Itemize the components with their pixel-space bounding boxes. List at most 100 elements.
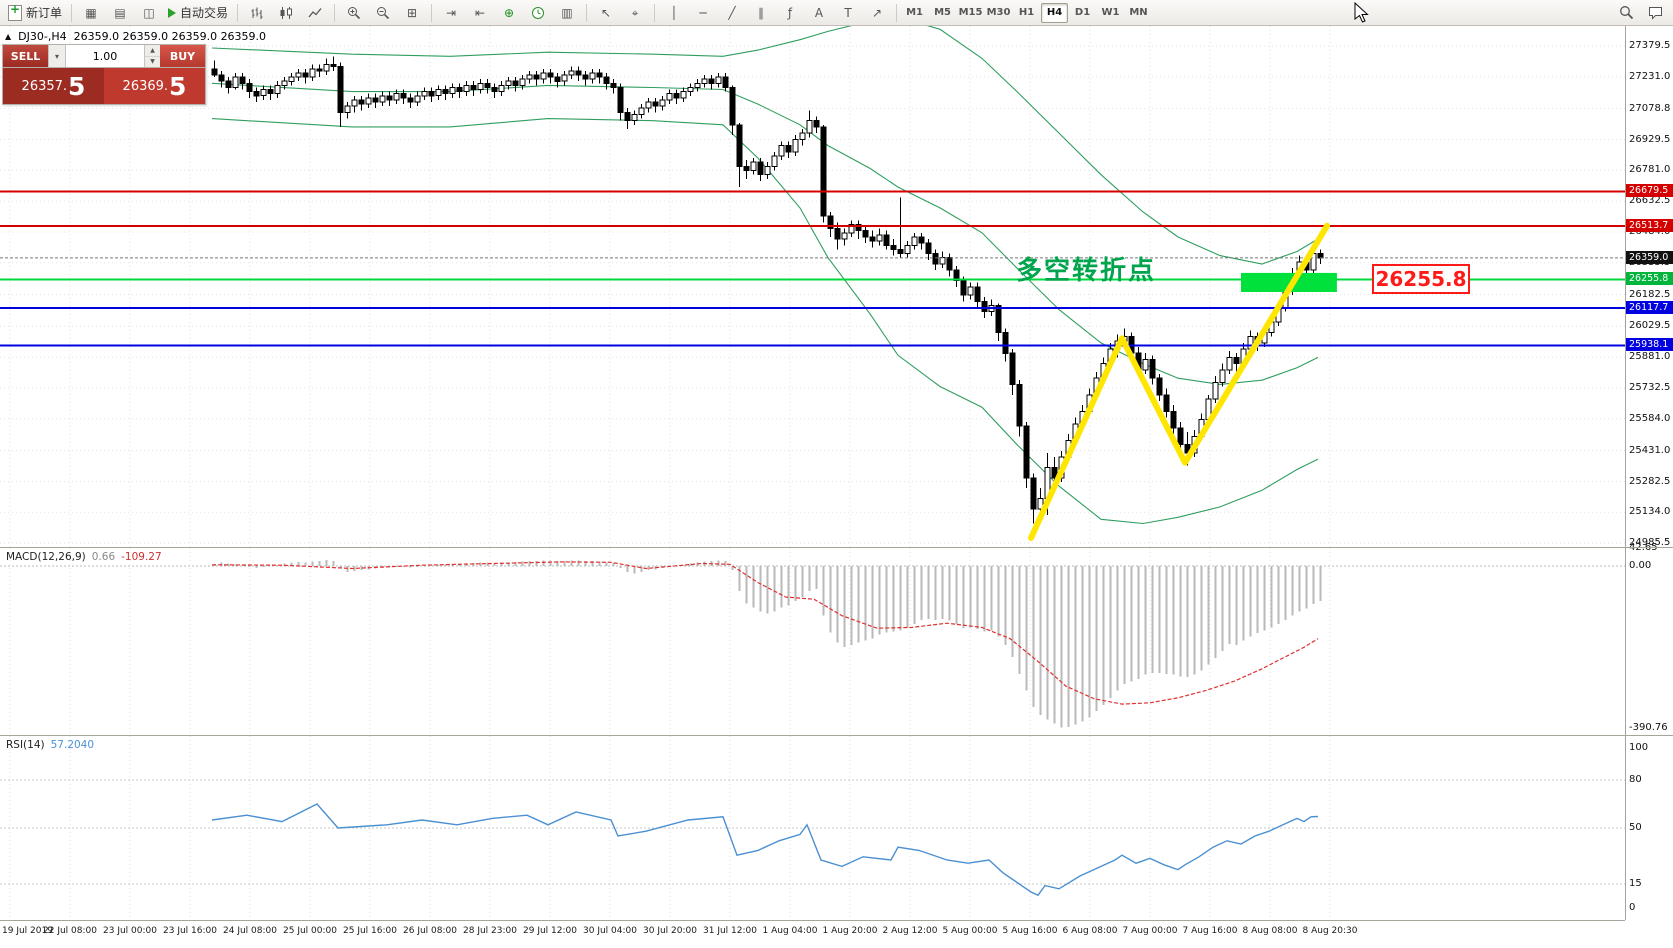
ohlc-values: 26359.0 26359.0 26359.0 26359.0 (73, 30, 267, 43)
market-watch-icon[interactable]: ▦ (77, 2, 105, 24)
rsi-value: 57.2040 (50, 739, 95, 751)
candlestick-chart-icon[interactable] (272, 2, 300, 24)
candlestick-chart-icon (279, 6, 293, 20)
horizontal-level-lines[interactable] (0, 190, 1625, 347)
time-axis-label: 7 Aug 16:00 (1182, 926, 1238, 936)
templates-icon[interactable]: ▥ (553, 2, 581, 24)
timeframe-button-m5[interactable]: M5 (934, 7, 951, 18)
macd-rsi-splitter[interactable] (0, 735, 1673, 736)
timeframe-button-m30[interactable]: M30 (986, 7, 1011, 18)
trendline-icon[interactable]: ╱ (718, 2, 746, 24)
sell-price[interactable]: 26357. 5 (3, 68, 104, 104)
zoom-out-icon (376, 6, 390, 20)
highlight-rectangle[interactable] (1241, 272, 1337, 292)
macd-histogram (213, 560, 1322, 728)
periods-icon (531, 6, 545, 20)
label-icon: T (844, 5, 852, 20)
crosshair-icon[interactable]: ⌖ (621, 2, 649, 24)
price-level-badge[interactable]: 26679.5 (1626, 184, 1673, 198)
price-callout[interactable]: 26255.8 (1372, 264, 1470, 294)
price-axis-label: 26182.5 (1629, 288, 1671, 300)
vertical-line-icon[interactable]: │ (660, 2, 688, 24)
zoom-in-icon[interactable] (340, 2, 368, 24)
time-axis-label: 1 Aug 04:00 (762, 926, 818, 936)
macd-axis-label: -390.76 (1629, 722, 1668, 733)
auto-scroll-icon[interactable]: ⇥ (437, 2, 465, 24)
data-window-icon[interactable]: ▤ (106, 2, 134, 24)
fibonacci-icon[interactable]: ƒ (776, 2, 804, 24)
main-chart-canvas[interactable] (0, 26, 1625, 548)
rsi-axis-label: 100 (1629, 742, 1649, 753)
fibonacci-icon: ƒ (787, 5, 793, 20)
time-axis[interactable]: 19 Jul 2019 22 Jul 08:00 23 Jul 00:00 23 Ju… (0, 920, 1625, 948)
data-window-icon: ▤ (114, 5, 126, 20)
macd-value-signal: -109.27 (121, 551, 162, 563)
one-click-toggle-icon[interactable]: ▲ (5, 32, 12, 41)
macd-header: MACD(12,26,9) 0.66 -109.27 (6, 551, 162, 563)
navigator-icon: ◫ (143, 5, 155, 20)
price-level-badge[interactable]: 26255.8 (1626, 272, 1673, 286)
price-axis-label: 27379.5 (1629, 40, 1671, 51)
one-click-trading-panel: SELL ▾ ▲ ▼ BUY 26357. 5 26369. 5 (2, 44, 206, 105)
annotation-text[interactable]: 多空转折点 (1016, 256, 1157, 286)
channel-icon[interactable]: ∥ (747, 2, 775, 24)
bar-chart-icon[interactable] (243, 2, 271, 24)
cursor-icon: ↖ (601, 5, 612, 20)
buy-price[interactable]: 26369. 5 (104, 68, 205, 104)
time-axis-label: 23 Jul 16:00 (163, 926, 217, 936)
macd-canvas[interactable] (0, 548, 1625, 736)
main-macd-splitter[interactable] (0, 547, 1673, 548)
timeframe-button-h4[interactable]: H4 (1041, 2, 1069, 23)
volume-stepper[interactable]: ▲ ▼ (144, 45, 160, 67)
price-axis-label: 27078.8 (1629, 102, 1671, 114)
volume-decrement-icon[interactable]: ▼ (150, 58, 155, 66)
time-axis-label: 19 Jul 2019 (2, 926, 53, 936)
indicators-icon[interactable]: ⊕ (495, 2, 523, 24)
zoom-out-icon[interactable] (369, 2, 397, 24)
navigator-icon[interactable]: ◫ (135, 2, 163, 24)
line-chart-icon[interactable] (301, 2, 329, 24)
cursor-icon[interactable]: ↖ (592, 2, 620, 24)
price-level-badge[interactable]: 26117.7 (1626, 301, 1673, 314)
time-axis-label: 26 Jul 08:00 (403, 926, 457, 936)
volume-increment-icon[interactable]: ▲ (145, 45, 160, 57)
chart-shift-icon[interactable]: ⇤ (466, 2, 494, 24)
timeframe-button-mn[interactable]: MN (1129, 7, 1148, 18)
text-icon[interactable]: A (805, 2, 833, 24)
timeframe-button-w1[interactable]: W1 (1101, 7, 1120, 18)
sell-price-main: 26357. (21, 78, 68, 94)
timeframe-button-m15[interactable]: M15 (958, 7, 983, 18)
auto-trading-button[interactable]: 自动交易 (164, 2, 232, 24)
new-order-button[interactable]: + 新订单 (4, 2, 66, 24)
search-icon[interactable] (1612, 2, 1640, 24)
time-axis-label: 30 Jul 20:00 (643, 926, 697, 936)
timeframe-button-m1[interactable]: M1 (906, 7, 923, 18)
price-level-badge[interactable]: 25938.1 (1626, 338, 1673, 352)
macd-grid (0, 548, 1625, 736)
volume-input[interactable] (66, 45, 144, 67)
timeframe-button-h1[interactable]: H1 (1018, 7, 1035, 18)
horizontal-line-icon[interactable]: ─ (689, 2, 717, 24)
price-level-badge[interactable]: 26513.7 (1626, 218, 1673, 232)
time-axis-label: 5 Aug 00:00 (942, 926, 998, 936)
price-axis-label: 25431.0 (1629, 444, 1671, 456)
zigzag-drawing[interactable] (1028, 222, 1331, 541)
rsi-canvas[interactable] (0, 736, 1625, 920)
price-axis-label: 25732.5 (1629, 382, 1671, 393)
tile-windows-icon[interactable]: ⊞ (398, 2, 426, 24)
label-icon[interactable]: T (834, 2, 862, 24)
toolbar: + 新订单 ▦ ▤ ◫ 自动交易 ⊞ ⇥ ⇤ ⊕ ▥ ↖ ⌖ │ ─ ╱ ∥ ƒ A T ↗ M1 M5 M15 M30 H1 H… (0, 0, 1673, 26)
price-axis-label: 25584.0 (1629, 412, 1671, 424)
one-click-prices: 26357. 5 26369. 5 (3, 68, 205, 104)
toolbar-separator (654, 3, 656, 22)
price-axis[interactable]: 27379.5 27231.0 27078.8 26929.5 26781.0 26632… (1625, 26, 1673, 920)
volume-preset-dropdown[interactable]: ▾ (48, 45, 66, 67)
periods-icon[interactable] (524, 2, 552, 24)
buy-button[interactable]: BUY (160, 45, 205, 67)
chat-icon[interactable] (1641, 2, 1669, 24)
timeframe-button-d1[interactable]: D1 (1074, 7, 1091, 18)
bollinger-bands (211, 26, 1319, 525)
arrows-icon[interactable]: ↗ (863, 2, 891, 24)
time-axis-label: 30 Jul 04:00 (583, 926, 637, 936)
sell-button[interactable]: SELL (3, 45, 48, 67)
